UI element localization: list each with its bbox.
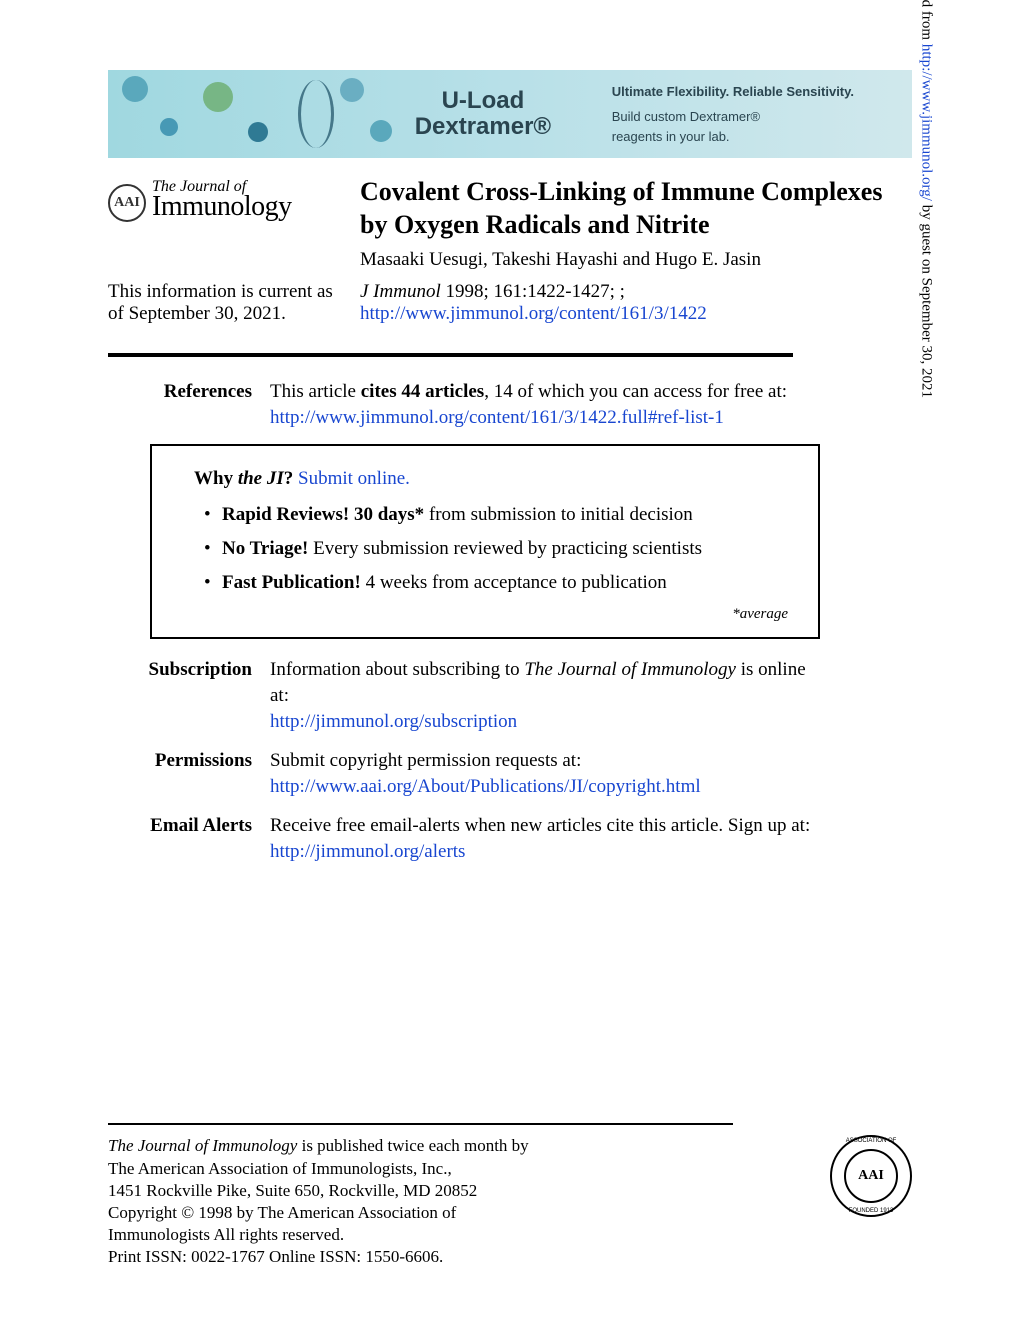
why-item-3: Fast Publication! 4 weeks from acceptanc…: [204, 572, 788, 594]
ref-bold: cites 44 articles: [361, 381, 484, 402]
ad-copy: Ultimate Flexibility. Reliable Sensitivi…: [592, 82, 912, 147]
references-row: References This article cites 44 article…: [108, 379, 912, 430]
permissions-label: Permissions: [108, 748, 270, 799]
alerts-content: Receive free email-alerts when new artic…: [270, 813, 815, 864]
average-footnote: *average: [194, 606, 788, 623]
article-authors: Masaaki Uesugi, Takeshi Hayashi and Hugo…: [360, 249, 912, 271]
footer-line6: Print ISSN: 0022-1767 Online ISSN: 1550-…: [108, 1246, 529, 1268]
citation-block: J Immunol 1998; 161:1422-1427; ; http://…: [360, 281, 912, 325]
why-em: the JI: [238, 468, 284, 489]
permissions-link[interactable]: http://www.aai.org/About/Publications/JI…: [270, 776, 701, 797]
dna-helix-icon: [298, 80, 328, 148]
journal-logo[interactable]: AAI The Journal of Immunology: [108, 176, 340, 271]
ref-pre: This article: [270, 381, 361, 402]
divider-bottom: [108, 1123, 733, 1125]
ad-dot-icon: [203, 82, 233, 112]
why-ji-box: Why the JI? Submit online. Rapid Reviews…: [150, 444, 820, 639]
ad-product-name: U-Load Dextramer®: [374, 88, 592, 141]
why-1-rest: from submission to initial decision: [424, 504, 693, 525]
footer-row: The Journal of Immunology is published t…: [108, 1135, 912, 1268]
side-link[interactable]: http://www.jimmunol.org/: [918, 44, 934, 201]
footer: The Journal of Immunology is published t…: [108, 1123, 912, 1268]
currency-line1: This information is current as: [108, 281, 340, 303]
alerts-label: Email Alerts: [108, 813, 270, 864]
why-2-bold: No Triage!: [222, 538, 308, 559]
subscription-label: Subscription: [108, 657, 270, 734]
meta-row: This information is current as of Septem…: [108, 281, 912, 325]
journal-name: Immunology: [152, 194, 292, 219]
why-3-bold: Fast Publication!: [222, 572, 361, 593]
footer-line3: 1451 Rockville Pike, Suite 650, Rockvill…: [108, 1180, 529, 1202]
ref-post: , 14 of which you can access for free at…: [484, 381, 787, 402]
ad-sub-2: reagents in your lab.: [612, 127, 902, 147]
ad-banner[interactable]: U-Load Dextramer® Ultimate Flexibility. …: [108, 70, 912, 158]
footer-l1-post: is published twice each month by: [297, 1136, 528, 1155]
currency-note: This information is current as of Septem…: [108, 281, 340, 325]
why-ji-list: Rapid Reviews! 30 days* from submission …: [204, 504, 788, 594]
subscription-content: Information about subscribing to The Jou…: [270, 657, 815, 734]
article-url-link[interactable]: http://www.jimmunol.org/content/161/3/14…: [360, 303, 707, 324]
journal-logo-text: The Journal of Immunology: [152, 180, 292, 220]
why-item-1: Rapid Reviews! 30 days* from submission …: [204, 504, 788, 526]
seal-bottom-text: FOUNDED 1913: [830, 1208, 912, 1214]
permissions-row: Permissions Submit copyright permission …: [108, 748, 912, 799]
footer-em: The Journal of Immunology: [108, 1136, 297, 1155]
footer-line4: Copyright © 1998 by The American Associa…: [108, 1202, 529, 1224]
why-pre: Why: [194, 468, 238, 489]
references-label: References: [108, 379, 270, 430]
ad-dot-icon: [122, 76, 148, 102]
perm-text: Submit copyright permission requests at:: [270, 750, 581, 771]
why-1-bold: Rapid Reviews! 30 days*: [222, 504, 424, 525]
footer-line2: The American Association of Immunologist…: [108, 1158, 529, 1180]
ad-decoration-area: [108, 70, 374, 158]
subscription-row: Subscription Information about subscribi…: [108, 657, 912, 734]
footer-line1: The Journal of Immunology is published t…: [108, 1135, 529, 1157]
alerts-text: Receive free email-alerts when new artic…: [270, 815, 810, 836]
ad-product-line1: U-Load: [374, 88, 592, 114]
ad-sub-1: Build custom Dextramer®: [612, 107, 902, 127]
download-attribution: Downloaded from http://www.jimmunol.org/…: [917, 0, 934, 398]
article-header: Covalent Cross-Linking of Immune Complex…: [360, 176, 912, 271]
divider-top: [108, 353, 793, 357]
why-ji-heading: Why the JI? Submit online.: [194, 468, 788, 490]
side-pre: Downloaded from: [918, 0, 934, 44]
footer-text: The Journal of Immunology is published t…: [108, 1135, 529, 1268]
sub-pre: Information about subscribing to: [270, 659, 524, 680]
ad-headline: Ultimate Flexibility. Reliable Sensitivi…: [612, 82, 902, 102]
seal-letters: AAI: [114, 195, 140, 211]
seal-center-text: AAI: [850, 1155, 892, 1197]
footer-line5: Immunologists All rights reserved.: [108, 1224, 529, 1246]
ad-dot-icon: [370, 120, 392, 142]
aai-seal-icon: AAI: [108, 184, 146, 222]
citation-line: J Immunol 1998; 161:1422-1427; ;: [360, 281, 912, 303]
alerts-row: Email Alerts Receive free email-alerts w…: [108, 813, 912, 864]
permissions-content: Submit copyright permission requests at:…: [270, 748, 815, 799]
article-title: Covalent Cross-Linking of Immune Complex…: [360, 176, 912, 241]
why-q: ?: [284, 468, 298, 489]
alerts-link[interactable]: http://jimmunol.org/alerts: [270, 841, 465, 862]
ad-dot-icon: [248, 122, 268, 142]
why-item-2: No Triage! Every submission reviewed by …: [204, 538, 788, 560]
seal-top-text: ASSOCIATION OF: [830, 1138, 912, 1144]
links-section: Subscription Information about subscribi…: [108, 657, 912, 864]
header-row: AAI The Journal of Immunology Covalent C…: [108, 176, 912, 271]
ad-dot-icon: [340, 78, 364, 102]
sub-em: The Journal of Immunology: [524, 659, 736, 680]
currency-line2: of September 30, 2021.: [108, 303, 340, 325]
submit-online-link[interactable]: Submit online.: [298, 468, 410, 489]
why-3-rest: 4 weeks from acceptance to publication: [361, 572, 667, 593]
side-post: by guest on September 30, 2021: [918, 201, 934, 398]
references-content: This article cites 44 articles, 14 of wh…: [270, 379, 815, 430]
ad-product-line2: Dextramer®: [374, 114, 592, 140]
info-section: References This article cites 44 article…: [108, 379, 912, 430]
ad-dot-icon: [160, 118, 178, 136]
aai-footer-seal-icon: ASSOCIATION OF AAI FOUNDED 1913: [830, 1135, 912, 1217]
subscription-link[interactable]: http://jimmunol.org/subscription: [270, 711, 517, 732]
why-2-rest: Every submission reviewed by practicing …: [308, 538, 702, 559]
citation-journal: J Immunol: [360, 281, 441, 302]
citation-rest: 1998; 161:1422-1427; ;: [441, 281, 625, 302]
references-link[interactable]: http://www.jimmunol.org/content/161/3/14…: [270, 407, 724, 428]
